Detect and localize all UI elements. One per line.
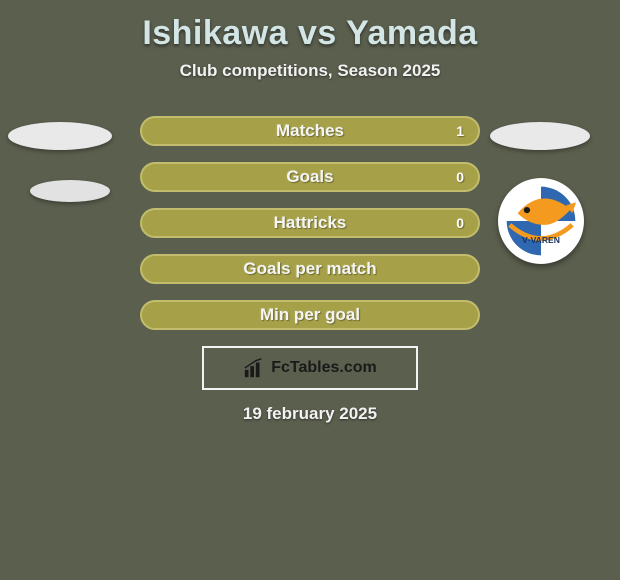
- stat-bar: Goals per match: [140, 254, 480, 284]
- stats-card: Ishikawa vs Yamada Club competitions, Se…: [0, 0, 620, 580]
- stat-row: Matches 1: [0, 116, 620, 146]
- stat-label: Hattricks: [274, 213, 347, 233]
- stat-row: Min per goal: [0, 300, 620, 330]
- stat-row: Goals 0: [0, 162, 620, 192]
- page-title: Ishikawa vs Yamada: [0, 0, 620, 53]
- footer-attribution[interactable]: FcTables.com: [202, 346, 418, 390]
- stat-value: 0: [456, 215, 464, 231]
- date-text: 19 february 2025: [0, 404, 620, 424]
- stat-row: Hattricks 0: [0, 208, 620, 238]
- stat-bar: Matches 1: [140, 116, 480, 146]
- stat-label: Goals: [286, 167, 333, 187]
- stat-rows: Matches 1 Goals 0 Hattricks 0 Goals per match M…: [0, 116, 620, 330]
- stat-value: 0: [456, 169, 464, 185]
- stat-label: Matches: [276, 121, 344, 141]
- stat-bar: Min per goal: [140, 300, 480, 330]
- stat-label: Goals per match: [243, 259, 376, 279]
- stat-label: Min per goal: [260, 305, 360, 325]
- stat-bar: Goals 0: [140, 162, 480, 192]
- subtitle: Club competitions, Season 2025: [0, 61, 620, 81]
- stat-value: 1: [456, 123, 464, 139]
- bar-chart-icon: [243, 357, 265, 379]
- stat-bar: Hattricks 0: [140, 208, 480, 238]
- footer-text: FcTables.com: [271, 359, 377, 377]
- stat-row: Goals per match: [0, 254, 620, 284]
